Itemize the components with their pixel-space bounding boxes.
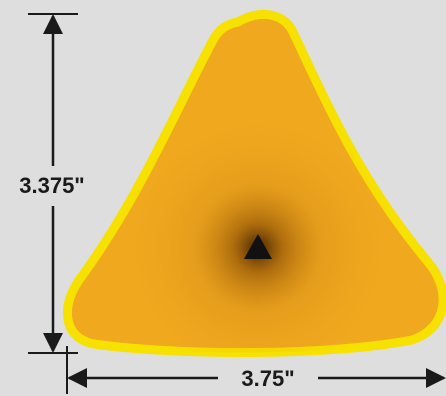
width-label: 3.75" xyxy=(241,366,294,391)
width-dimension: 3.75" xyxy=(66,346,446,394)
triangle-center-glow xyxy=(67,14,444,353)
height-label: 3.375" xyxy=(19,173,84,198)
height-dimension: 3.375" xyxy=(19,13,85,354)
triangle-part xyxy=(62,9,446,358)
center-triangle-mark xyxy=(244,234,272,259)
